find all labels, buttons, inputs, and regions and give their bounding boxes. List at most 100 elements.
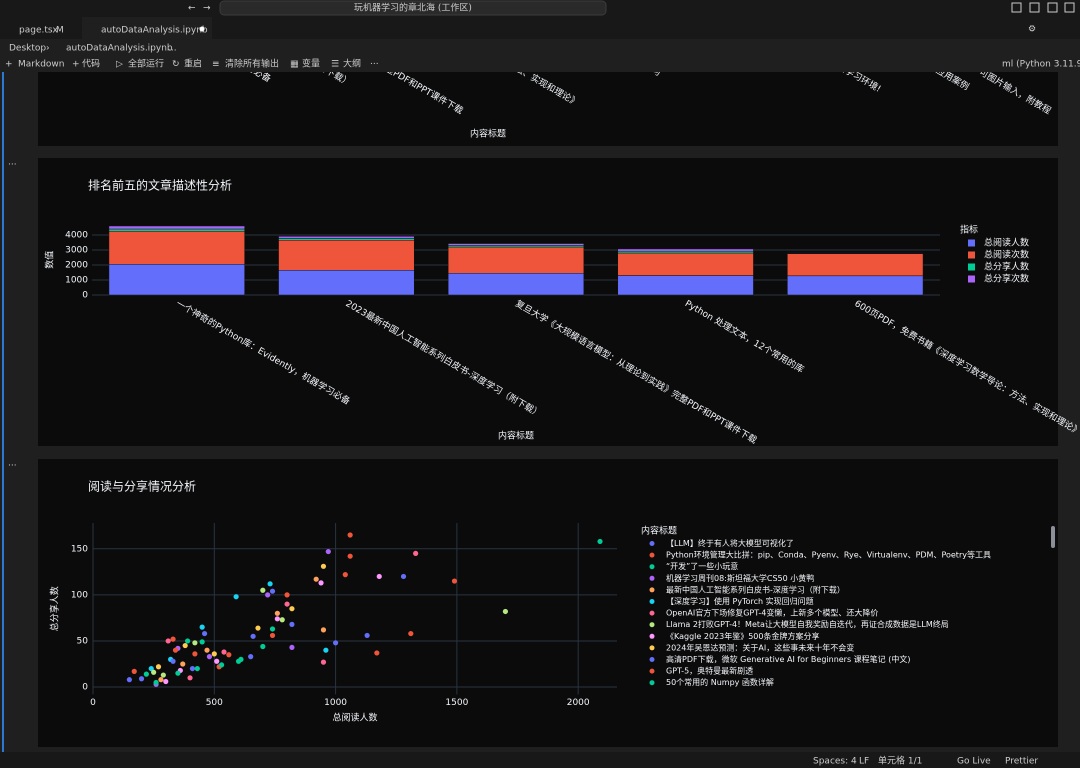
toolbar-icon: ↻	[172, 60, 180, 70]
scatter-point	[192, 651, 198, 657]
y-tick-label: 0	[82, 291, 88, 301]
scatter-point	[347, 532, 353, 538]
x-axis-title: 内容标题	[498, 430, 534, 442]
scatter-point	[260, 587, 266, 593]
legend-marker	[649, 541, 655, 546]
legend-marker	[649, 610, 655, 616]
unsaved-dot	[199, 26, 205, 32]
legend-label: Python环境管理大比拼：pip、Conda、Pyenv、Rye、Virtua…	[666, 550, 991, 560]
scatter-point	[182, 642, 188, 649]
search-text: 玩机器学习的章北海 (工作区)	[354, 2, 472, 14]
layout-icon[interactable]	[1029, 2, 1040, 13]
scatter-point	[269, 626, 276, 632]
status-item[interactable]: 单元格 1/1	[878, 755, 922, 767]
output-box	[38, 459, 1058, 747]
tab-label: page.tsx	[19, 26, 59, 36]
scatter-point	[206, 654, 213, 660]
toolbar-icon: ▦	[290, 60, 299, 70]
status-item[interactable]: Go Live	[957, 757, 991, 767]
settings-icon[interactable]: ⚙	[1028, 25, 1036, 35]
legend-marker	[649, 587, 655, 593]
scatter-point	[214, 658, 220, 664]
legend-label: OpenAI官方下场修复GPT-4变懒，上新多个模型、还大降价	[666, 608, 878, 618]
kernel-picker[interactable]: ml (Python 3.11.9)	[1002, 60, 1080, 70]
scatter-point	[323, 647, 329, 653]
legend-label: GPT-5，奥特曼最新剧透	[666, 666, 753, 676]
scatter-point	[235, 658, 242, 664]
scatter-point	[320, 563, 327, 569]
toolbar-item[interactable]: Markdown	[18, 60, 64, 70]
scatter-point	[175, 670, 181, 676]
x-axis-title: 总阅读人数	[332, 712, 377, 724]
scatter-point	[185, 638, 191, 644]
legend-marker	[649, 680, 655, 686]
y-tick-label: 50	[77, 636, 89, 646]
status-item[interactable]: Prettier	[1005, 757, 1038, 767]
scatter-point	[199, 639, 205, 645]
legend-label: 【深度学习】使用 PyTorch 实现回归问题	[666, 596, 814, 606]
scatter-point	[332, 640, 339, 646]
legend-marker	[649, 622, 655, 628]
bar-segment	[108, 264, 245, 296]
tab[interactable]	[0, 17, 80, 39]
bar-segment	[617, 250, 754, 254]
breadcrumb[interactable]: Desktop	[9, 44, 46, 54]
scatter-point	[151, 669, 157, 675]
scatter-point	[347, 553, 353, 559]
y-axis-title: 数值	[44, 251, 56, 269]
legend-title: 内容标题	[641, 525, 677, 537]
scatter-point	[221, 649, 227, 655]
scatter-point	[201, 630, 208, 637]
toolbar-item[interactable]: 重启	[184, 58, 202, 70]
nav-forward[interactable]: →	[203, 4, 211, 14]
breadcrumb[interactable]: ...	[168, 44, 177, 54]
legend-swatch	[968, 251, 975, 259]
layout-icon[interactable]	[1064, 2, 1075, 13]
tab-active[interactable]	[82, 17, 212, 39]
toolbar-item[interactable]: 代码	[82, 59, 100, 70]
tab-label: autoDataAnalysis.ipynb	[101, 26, 208, 36]
scatter-point	[187, 675, 193, 681]
scrollbar[interactable]	[1051, 526, 1055, 548]
status-bar	[0, 752, 1080, 768]
bar-segment	[278, 238, 415, 241]
scatter-point	[160, 672, 166, 678]
y-tick-label: 0	[82, 683, 88, 693]
scatter-point	[170, 636, 176, 642]
scatter-point	[199, 624, 205, 630]
scatter-point	[194, 665, 200, 672]
cell-marker[interactable]: ...	[8, 459, 17, 469]
scatter-point	[284, 592, 290, 598]
toolbar-plus: +	[72, 60, 80, 70]
toolbar-item[interactable]: ···	[370, 60, 379, 70]
bar-segment	[617, 275, 754, 296]
y-tick-label: 100	[71, 590, 88, 600]
layout-icon[interactable]	[1047, 2, 1058, 13]
scatter-point	[376, 573, 382, 580]
scatter-point	[325, 548, 331, 555]
scatter-point	[502, 608, 509, 615]
scatter-point	[269, 632, 276, 639]
legend-label: 《Kaggle 2023年鉴》500条金牌方案分享	[666, 631, 819, 641]
scatter-point	[248, 654, 254, 660]
toolbar-item[interactable]: 变量	[302, 58, 320, 70]
bar-segment	[787, 275, 924, 296]
cell-marker[interactable]: ...	[8, 158, 17, 168]
status-item[interactable]: Spaces: 4	[813, 757, 857, 767]
toolbar-item[interactable]: 大纲	[343, 58, 361, 70]
search-box[interactable]	[219, 0, 607, 16]
breadcrumb[interactable]: autoDataAnalysis.ipynb	[66, 44, 173, 54]
toolbar-item[interactable]: 清除所有输出	[225, 58, 279, 70]
layout-icon[interactable]	[1011, 2, 1022, 13]
cell-focus-bar	[2, 72, 4, 752]
scatter-point	[413, 550, 419, 557]
toolbar-item[interactable]: 全部运行	[128, 58, 164, 70]
scatter-point	[180, 661, 186, 667]
legend-marker	[649, 633, 655, 639]
status-item[interactable]: LF	[859, 757, 869, 767]
scatter-point	[269, 588, 276, 594]
legend-label: 50个常用的 Numpy 函数详解	[666, 677, 774, 687]
nav-back[interactable]: ←	[188, 4, 196, 14]
x-tick-label: 2000	[567, 698, 590, 708]
